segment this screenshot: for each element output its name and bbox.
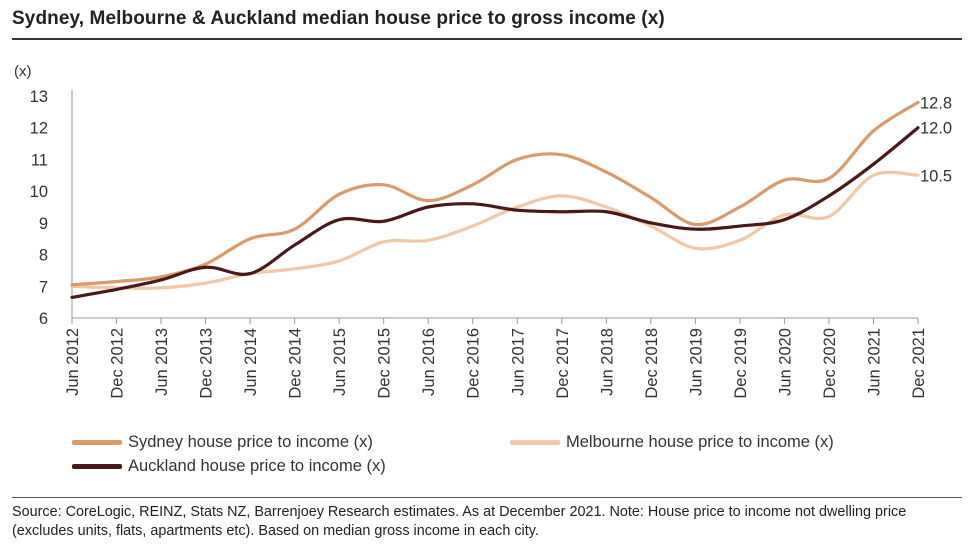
x-tick-label: Dec 2019 xyxy=(732,328,750,399)
series-line-sydney xyxy=(70,100,920,287)
x-tick-label: Jun 2013 xyxy=(153,328,171,396)
legend-swatch-melbourne xyxy=(510,440,560,445)
y-tick-label: 10 xyxy=(30,183,48,201)
end-label-melbourne: 10.5 xyxy=(920,167,952,185)
x-tick-label: Dec 2014 xyxy=(287,328,305,399)
y-axis-label: (x) xyxy=(14,63,32,80)
x-tick-label: Jun 2015 xyxy=(331,328,349,396)
x-tick-label: Jun 2021 xyxy=(865,328,883,396)
y-tick-label: 9 xyxy=(39,215,48,233)
legend-swatch-auckland xyxy=(72,464,122,469)
x-tick-label: Dec 2015 xyxy=(376,328,394,399)
x-tick-label: Dec 2012 xyxy=(109,328,127,399)
end-label-auckland: 12.0 xyxy=(920,120,952,138)
x-tick-label: Dec 2018 xyxy=(643,328,661,399)
y-tick-label: 8 xyxy=(39,247,48,265)
y-tick-label: 12 xyxy=(30,120,48,138)
x-tick-label: Jun 2016 xyxy=(420,328,438,396)
legend-item-auckland: Auckland house price to income (x) xyxy=(72,457,386,476)
x-tick-label: Jun 2019 xyxy=(687,328,705,396)
end-label-sydney: 12.8 xyxy=(920,94,952,112)
y-tick-label: 6 xyxy=(39,310,48,328)
chart-title: Sydney, Melbourne & Auckland median hous… xyxy=(12,8,665,29)
legend-swatch-sydney xyxy=(72,440,122,445)
x-tick-label: Jun 2014 xyxy=(242,328,260,396)
x-tick-label: Jun 2020 xyxy=(776,328,794,396)
source-note: Source: CoreLogic, REINZ, Stats NZ, Barr… xyxy=(12,504,907,539)
x-tick-label: Jun 2012 xyxy=(64,328,82,396)
legend-item-melbourne: Melbourne house price to income (x) xyxy=(510,433,834,452)
x-tick-label: Dec 2020 xyxy=(821,328,839,399)
legend-label-melbourne: Melbourne house price to income (x) xyxy=(566,433,834,451)
y-tick-label: 11 xyxy=(31,151,48,169)
legend-label-auckland: Auckland house price to income (x) xyxy=(128,457,386,475)
x-tick-label: Dec 2013 xyxy=(198,328,216,399)
x-tick-label: Dec 2016 xyxy=(465,328,483,399)
legend-item-sydney: Sydney house price to income (x) xyxy=(72,433,373,452)
x-tick-label: Dec 2017 xyxy=(554,328,572,399)
line-chart: (x) 6 7 8 9 10 11 12 13 Jun 2012 Dec 2012 Jun 2013 D… xyxy=(14,63,952,399)
footer-divider xyxy=(12,497,962,498)
title-underline xyxy=(12,38,962,40)
y-tick-label: 13 xyxy=(30,88,48,106)
series-line-melbourne xyxy=(70,170,920,290)
x-tick-label: Jun 2018 xyxy=(598,328,616,396)
x-tick-label: Dec 2021 xyxy=(910,328,928,399)
series-line-auckland xyxy=(70,126,920,299)
x-tick-label: Jun 2017 xyxy=(509,328,527,396)
legend-label-sydney: Sydney house price to income (x) xyxy=(128,433,373,451)
y-tick-label: 7 xyxy=(39,278,48,296)
